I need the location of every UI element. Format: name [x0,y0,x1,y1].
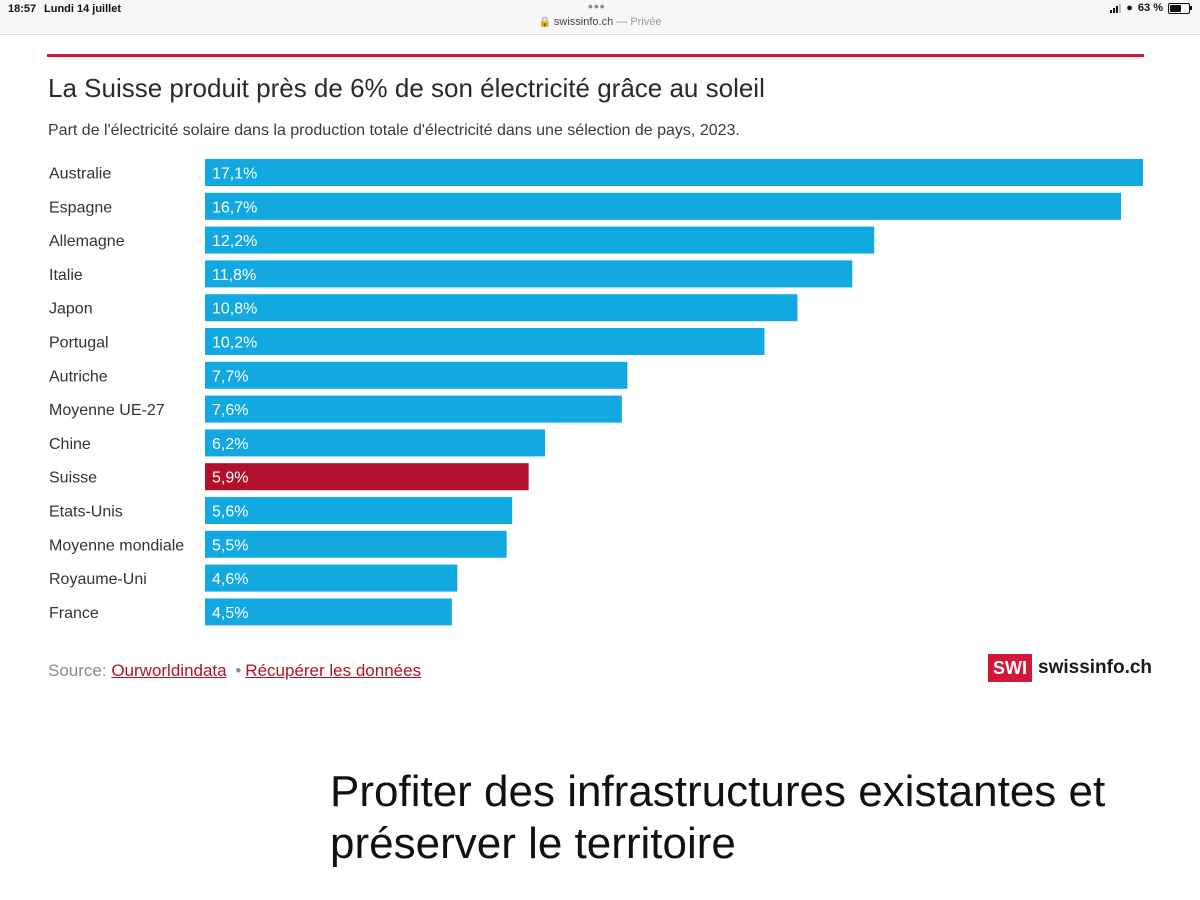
url-text[interactable]: swissinfo.ch [553,16,614,28]
category-label: Chine [49,436,91,453]
bar-chart: Australie 17,1% Espagne 16,7% Allemagne 12,2%… [49,159,1143,626]
swissinfo-logo[interactable]: SWI swissinfo.ch [988,654,1152,682]
chart-title: La Suisse produit près de 6% de son élec… [48,73,765,103]
category-label: Moyenne UE-27 [49,402,165,419]
signal-icon [1110,3,1122,13]
status-time: 18:57 [8,3,37,15]
bar[interactable] [205,564,458,592]
category-label: Moyenne mondiale [49,537,184,554]
chart-top-rule [47,54,1144,57]
category-label: Italie [49,267,83,284]
bar[interactable] [205,497,513,524]
bar-value-label: 17,1% [212,166,257,183]
wifi-icon: ● [1126,2,1133,14]
bar[interactable] [205,530,507,558]
bar-value-label: 10,2% [212,335,257,352]
bar[interactable] [205,395,622,423]
bar[interactable] [205,159,1143,186]
bar[interactable] [205,598,452,626]
bar-value-label: 5,9% [212,470,248,487]
chart-source: Source: Ourworldindata • Récupérer les do… [48,661,421,681]
bar-value-label: 12,2% [212,233,257,250]
category-label: Royaume-Uni [49,571,147,588]
category-label: Australie [49,166,111,183]
category-label: France [49,605,99,622]
bar[interactable] [205,192,1122,220]
download-data-link[interactable]: Récupérer les données [245,661,422,680]
bar-value-label: 4,6% [212,571,248,588]
category-label: Autriche [49,368,108,385]
battery-percent: 63 % [1137,2,1163,14]
article-headline: Profiter des infrastructures existantes … [330,767,1106,868]
bar[interactable] [205,260,853,288]
address-bar[interactable]: 🔒 swissinfo.ch — Privée [0,16,1200,28]
bar-value-label: 4,5% [212,605,248,622]
battery-icon [1168,2,1192,14]
category-label: Suisse [49,470,97,487]
source-separator: • [235,661,242,680]
bar-value-label: 7,6% [212,402,248,419]
bar-value-label: 16,7% [212,199,257,216]
bar[interactable] [205,429,546,457]
bar-value-label: 10,8% [212,301,257,318]
status-indicators: ● 63 % [1110,2,1192,14]
bar[interactable] [205,328,765,355]
category-label: Etats-Unis [49,504,123,521]
bar[interactable] [205,294,798,322]
bar[interactable] [205,361,628,389]
bar-value-label: 5,6% [212,504,248,521]
chart-subtitle: Part de l'électricité solaire dans la pr… [48,122,740,139]
swi-logo-box: SWI [988,654,1032,682]
category-label: Espagne [49,199,112,216]
lock-icon: 🔒 [538,17,551,28]
private-label: — Privée [616,16,662,28]
status-bar: 18:57 Lundi 14 juillet ••• 🔒 swissinfo.ch… [0,0,1200,35]
category-label: Japon [49,301,93,318]
bar-value-label: 7,7% [212,368,248,385]
source-link[interactable]: Ourworldindata [111,661,227,680]
status-date: Lundi 14 juillet [44,3,122,15]
source-label: Source: [48,661,107,680]
bar-value-label: 5,5% [212,537,248,554]
category-label: Allemagne [49,233,125,250]
category-label: Portugal [49,335,109,352]
bar-value-label: 11,8% [212,267,256,284]
bar[interactable] [205,226,875,254]
brand-name: swissinfo.ch [1038,657,1153,678]
bar-value-label: 6,2% [212,436,248,453]
bar[interactable] [205,463,529,491]
tab-menu-dots[interactable]: ••• [588,0,606,14]
